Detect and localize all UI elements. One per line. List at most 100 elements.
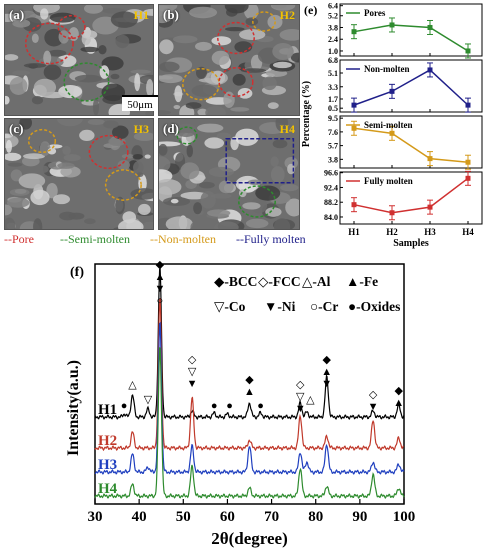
phase-legend-item: ▲-Fe [346,274,378,289]
sem-texture [130,69,151,74]
sem-texture [190,221,205,229]
sem-texture [255,185,281,201]
sem-texture [262,76,277,91]
sem-texture [87,119,105,125]
oxide-marker: ● [211,400,218,412]
sem-texture [197,123,224,133]
sem-micrograph [159,119,299,229]
sem-texture [121,153,135,159]
sem-texture [39,141,51,156]
sem-texture [63,154,81,162]
y-tick-label: 3.8 [328,155,338,164]
sem-texture [30,189,50,206]
data-point [427,24,433,30]
data-point [351,125,357,131]
sem-texture [234,41,253,53]
legend-fully-molten: --Fully molten [236,232,306,246]
sem-texture [5,217,16,229]
phase-marker: ▲ [244,386,255,398]
oxide-marker: ● [257,400,264,412]
sem-texture [223,91,235,108]
sem-texture [40,8,49,20]
sem-texture [31,96,44,105]
sem-texture [12,70,30,76]
sem-marked-region [176,126,198,145]
sem-texture [136,172,144,178]
sem-texture [103,120,119,129]
phase-marker: ▼ [321,378,332,390]
sem-texture [239,29,266,41]
sem-texture [134,73,141,92]
y-tick-label: 3.3 [328,83,338,92]
sem-texture [175,123,197,138]
x-tick-label: 90 [352,509,367,525]
sem-texture [47,49,67,57]
sem-texture [211,50,230,66]
sem-texture [272,139,288,149]
sem-sample-label: H4 [279,122,295,136]
legend-pore: --Pore [4,232,34,246]
sem-fully-molten-region [225,138,295,184]
series-label: H3 [98,457,117,473]
sem-texture [59,211,76,221]
phase-marker: ▼ [154,283,165,295]
x-tick-label: H1 [348,227,360,237]
xrd-pattern [94,268,405,421]
data-point [465,48,471,54]
data-point [427,156,433,162]
x-tick-label: 40 [132,509,147,525]
panel-label-f: (f) [70,265,84,280]
series-line [353,177,469,214]
sem-texture [270,5,296,11]
phase-marker: ◆ [323,354,332,366]
sem-texture [5,133,13,139]
sem-texture [68,27,79,41]
sem-texture [110,73,120,80]
sem-texture [193,202,202,215]
sem-texture [210,193,232,199]
sem-texture [224,5,249,14]
sem-sample-label: H3 [133,122,149,136]
legend-non-molten: --Non-molten [150,232,216,246]
sem-texture [224,27,245,32]
sem-marked-region [27,128,57,154]
sem-marked-region [104,169,142,201]
sem-texture [9,188,30,196]
sem-texture [173,105,181,110]
sem-texture [180,162,200,180]
sem-texture [23,153,45,160]
sem-texture [195,41,212,51]
sem-texture [189,6,218,19]
plot-frame [94,263,405,505]
sem-texture [117,160,130,171]
sem-texture [270,166,285,184]
sem-texture [198,181,215,189]
y-axis-label: Percentage (%) [301,81,312,147]
y-tick-label: 96.6 [324,169,338,178]
sem-texture [242,202,261,210]
sem-sample-label: H1 [133,8,149,22]
sem-marked-region [238,185,276,218]
sem-texture [290,52,299,63]
data-point [465,102,471,108]
sem-sample-label: H2 [279,8,295,22]
sem-texture [159,110,172,115]
sem-texture [46,182,58,199]
legend-semi-molten: --Semi-molten [60,232,130,246]
sem-texture [208,166,234,178]
chart-f: (f) 30 40 50 60 70 80 90 100 2θ(degree) Intensity(… [65,259,415,548]
sem-texture [274,218,291,229]
sem-texture [205,105,226,115]
data-point [351,202,357,208]
series-label: H2 [98,433,117,449]
sem-texture [272,61,292,69]
sem-texture [270,156,279,167]
phase-marker: ▼ [295,403,306,415]
sem-texture [174,85,183,103]
sem-texture [52,194,70,205]
sem-texture [19,119,32,130]
y-axis-label: Intensity(a.u.) [65,360,82,456]
x-tick-label: H2 [386,227,398,237]
y-tick-label: 6.8 [328,56,338,65]
y-tick-label: 92.4 [324,183,338,192]
